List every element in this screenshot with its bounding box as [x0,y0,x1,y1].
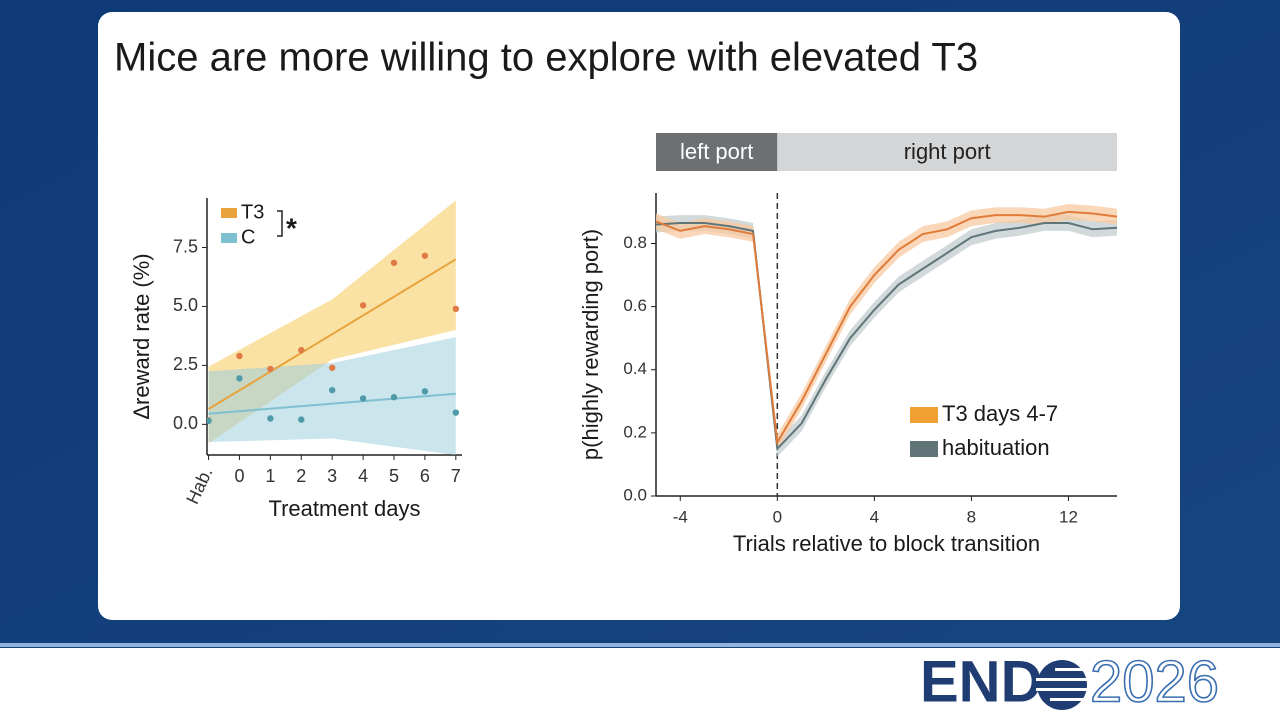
x-axis-label: Treatment days [268,496,420,521]
data-point [421,388,429,395]
port-bar-right [777,133,1117,171]
data-point [267,365,274,373]
y-axis-label: p(highly rewarding port) [578,229,603,460]
series-line [656,221,1117,451]
x-tick-label: 2 [296,466,306,486]
data-point [328,386,336,394]
legend-label: T3 [241,201,264,223]
y-tick-label: 0.0 [623,485,647,504]
slide-title: Mice are more willing to explore with el… [114,36,978,80]
data-point [390,394,398,401]
x-tick-label: -4 [673,507,688,526]
series-line [656,210,1117,446]
port-label: right port [904,139,991,164]
y-tick-label: 7.5 [173,236,198,256]
fit-line [208,258,457,410]
legend-label: C [241,226,255,248]
confidence-band [208,337,456,455]
x-tick-label: 8 [967,507,976,526]
legend-swatch [221,233,237,243]
data-point [236,352,243,360]
significance-bracket [277,210,283,237]
data-point [452,409,460,416]
x-tick-label: 12 [1059,507,1078,526]
data-point [359,395,367,402]
legend-swatch [221,208,237,218]
x-tick-label: 4 [358,466,368,486]
x-tick-label: 6 [420,466,430,486]
significance-mark: * [286,212,297,243]
data-point [421,252,429,259]
x-axis-label: Trials relative to block transition [733,531,1040,556]
x-tick-label: 4 [870,507,879,526]
logo-globe [1036,660,1095,710]
x-tick-label: 3 [327,466,337,486]
logo-year: 2026 [1090,649,1219,714]
y-tick-label: 0.6 [623,296,647,315]
y-tick-label: 0.2 [623,422,647,441]
y-tick-label: 0.8 [623,233,647,252]
data-point [298,346,305,354]
fit-line [208,392,456,415]
footer [0,648,1280,720]
x-tick-label: 1 [265,466,275,486]
data-point [267,415,274,422]
slide-card [98,12,1180,620]
divider [0,643,1280,647]
data-point [452,305,460,313]
x-tick-label: 0 [773,507,782,526]
y-tick-label: 2.5 [173,354,198,374]
port-label: left port [680,139,753,164]
x-tick-label: 0 [234,466,244,486]
legend-swatch [910,441,938,457]
y-axis-label: Δreward rate (%) [129,253,154,419]
data-point [390,259,398,267]
x-tick-label: 5 [389,466,399,486]
data-point [298,416,305,423]
data-point [328,364,336,371]
x-tick-label: 7 [451,466,461,486]
data-point [359,302,367,309]
y-tick-label: 0.4 [623,359,647,378]
port-bar-left [656,133,778,171]
plot-area [656,204,1117,457]
logo-text: END [920,649,1042,714]
data-point [207,417,212,425]
y-tick-label: 5.0 [173,295,198,315]
legend-label: T3 days 4-7 [942,401,1058,426]
plot-area [207,200,460,455]
data-point [236,375,243,382]
legend-label: habituation [942,435,1050,460]
legend-swatch [910,407,938,423]
y-tick-label: 0.0 [173,413,198,433]
